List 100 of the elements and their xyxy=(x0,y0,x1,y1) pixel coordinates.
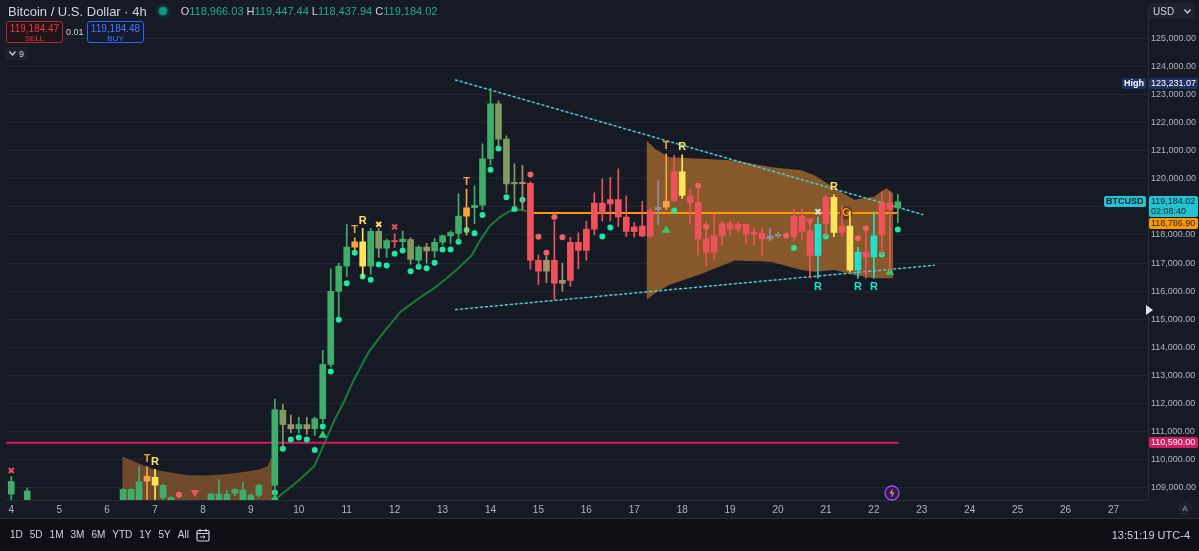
text: 1Y xyxy=(139,529,152,540)
x-tick-label: 20 xyxy=(772,503,785,515)
x-tick-label: 19 xyxy=(724,503,737,515)
x-tick-label: 21 xyxy=(820,503,832,515)
toggle-button: 9 xyxy=(6,47,27,60)
point xyxy=(527,171,534,178)
point xyxy=(439,246,446,253)
point xyxy=(399,247,406,254)
y-tick-label: 120,000.00 xyxy=(1151,173,1197,184)
point xyxy=(367,276,374,283)
x-tick-label: 12 xyxy=(389,503,401,515)
text: YTD xyxy=(112,529,133,540)
point xyxy=(695,182,702,189)
y-tick-label: 110,000.00 xyxy=(1151,453,1196,464)
annotation: R xyxy=(813,279,822,292)
point xyxy=(375,261,382,268)
candlestick xyxy=(143,466,151,500)
point xyxy=(190,489,200,498)
x-tick-label: 15 xyxy=(532,503,545,515)
currency-dropdown: USD xyxy=(1149,3,1195,19)
point xyxy=(479,212,486,219)
text: 118,786.90 xyxy=(1151,218,1196,229)
text: 13:51:19 UTC-4 xyxy=(1111,529,1190,541)
y-tick-label: 112,000.00 xyxy=(1151,397,1196,408)
y-tick-label: 124,000.00 xyxy=(1151,61,1197,72)
annotation: T xyxy=(143,452,151,465)
text: 5Y xyxy=(158,529,171,540)
text: 1D xyxy=(10,529,23,540)
point xyxy=(455,238,462,245)
x-tick-label: 4 xyxy=(8,503,15,515)
sell-button: 119,184.47 SELL xyxy=(6,21,63,43)
point xyxy=(295,434,302,441)
buy-button: 119,184.48 BUY xyxy=(87,21,144,43)
candlestick xyxy=(654,179,662,225)
x-tick-label: 14 xyxy=(484,503,497,515)
point xyxy=(543,249,550,256)
annotation: High 123,231.07 xyxy=(1123,77,1197,89)
x-tick-label: 24 xyxy=(964,503,976,515)
annotation: R xyxy=(151,454,160,467)
x-tick-label: 5 xyxy=(56,503,63,515)
candlestick xyxy=(894,194,902,224)
x-tick-label: 26 xyxy=(1060,503,1072,515)
y-tick-label: 114,000.00 xyxy=(1151,341,1196,352)
y-tick-label: 116,000.00 xyxy=(1151,285,1196,296)
x-tick-label: 11 xyxy=(341,503,353,515)
annotation: 0.01 xyxy=(66,27,84,37)
annotation: R xyxy=(358,213,367,226)
point xyxy=(814,208,822,216)
y-tick-label: 117,000.00 xyxy=(1151,257,1196,268)
chart-subtitle: O118,966.03 H119,447.44 L118,437.94 C119,184.02 xyxy=(180,5,438,17)
annotation: BUY xyxy=(106,34,125,43)
x-tick-label: 6 xyxy=(104,503,111,515)
point xyxy=(894,226,901,233)
text: 110,590.00 xyxy=(1151,437,1196,448)
x-tick-label: 18 xyxy=(676,503,689,515)
y-tick-label: 115,000.00 xyxy=(1151,313,1196,324)
x-tick-label: 9 xyxy=(248,503,255,515)
y-tick-label: 111,000.00 xyxy=(1151,425,1195,436)
text: A xyxy=(1178,502,1192,515)
point xyxy=(423,265,430,272)
annotation: 9 xyxy=(19,48,25,59)
candlestick xyxy=(662,153,670,211)
point xyxy=(607,224,614,231)
point xyxy=(335,316,342,323)
annotation: SELL xyxy=(23,34,46,43)
point xyxy=(790,244,797,251)
point xyxy=(287,436,294,443)
x-tick-label: 22 xyxy=(868,503,880,515)
point xyxy=(318,430,328,438)
x-tick-label: 10 xyxy=(293,503,305,515)
point xyxy=(176,491,182,498)
point xyxy=(447,246,454,253)
annotation: T xyxy=(463,174,471,187)
point xyxy=(487,166,494,173)
point xyxy=(391,250,398,257)
point xyxy=(671,207,678,214)
point xyxy=(599,233,606,240)
point xyxy=(279,445,286,452)
y-tick-label: 125,000.00 xyxy=(1151,33,1197,44)
y-tick-label: 121,000.00 xyxy=(1151,145,1197,156)
candlestick xyxy=(303,416,311,435)
point xyxy=(327,368,334,375)
x-tick-label: 27 xyxy=(1107,503,1120,515)
chart-title: Bitcoin / U.S. Dollar · 4h xyxy=(8,3,147,19)
point xyxy=(407,268,414,275)
annotation: T xyxy=(351,223,359,236)
annotation: 119,184.48 xyxy=(89,23,142,34)
point xyxy=(351,249,358,256)
text: 3M xyxy=(70,529,85,540)
y-tick-label: 118,000.00 xyxy=(1151,229,1196,240)
text: All xyxy=(177,529,189,540)
point xyxy=(535,233,542,240)
point xyxy=(431,259,438,266)
point xyxy=(551,214,558,221)
text: 6M xyxy=(91,529,106,540)
annotation: R xyxy=(678,140,687,153)
point xyxy=(311,447,318,454)
point xyxy=(783,232,790,239)
point xyxy=(343,280,350,287)
y-tick-label: 109,000.00 xyxy=(1151,481,1197,492)
